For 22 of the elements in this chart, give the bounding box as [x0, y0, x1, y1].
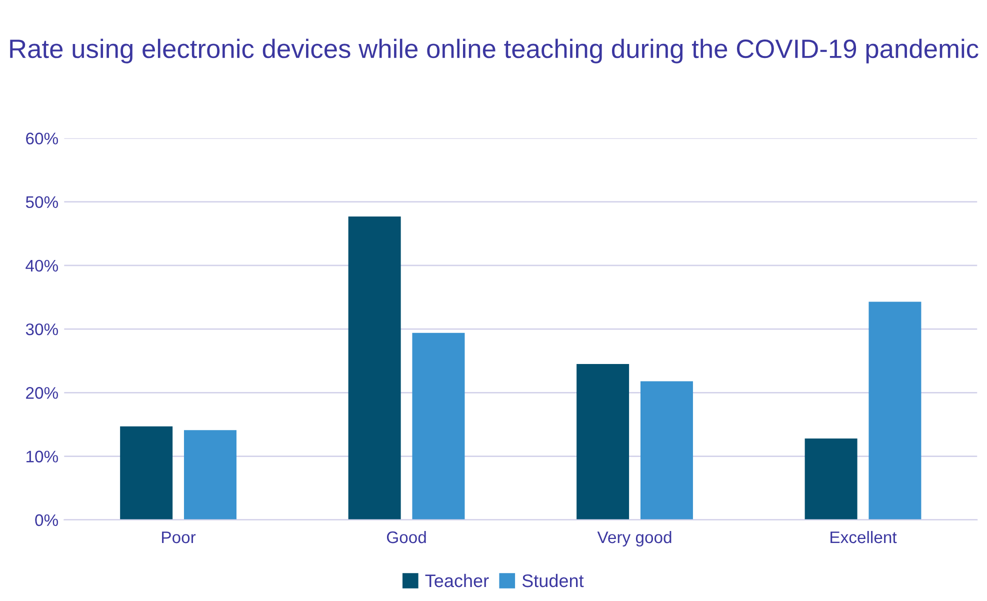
x-tick-label: Good — [386, 530, 426, 544]
bar — [576, 364, 630, 520]
bar — [412, 332, 465, 520]
y-tick-label: 30% — [26, 323, 58, 336]
y-tick-label: 40% — [26, 260, 58, 272]
y-tick-label: 50% — [26, 196, 58, 208]
y-tick-label: 20% — [26, 387, 58, 399]
y-tick-label: 60% — [26, 132, 58, 144]
x-tick-label: Very good — [597, 530, 672, 547]
bar — [868, 302, 922, 520]
bar — [120, 426, 173, 520]
chart-title: Rate using electronic devices while online teaching during the COVID-19 pandemic — [10, 38, 978, 64]
bar — [184, 430, 236, 520]
legend-label: Student — [522, 574, 584, 588]
y-tick-label: 10% — [26, 450, 58, 462]
bar — [348, 216, 401, 520]
bar — [640, 381, 693, 520]
legend-label: Teacher — [425, 574, 489, 588]
y-tick-label: 0% — [35, 514, 58, 526]
bar — [804, 438, 858, 520]
x-tick-label: Excellent — [830, 530, 897, 544]
x-tick-label: Poor — [162, 532, 196, 544]
